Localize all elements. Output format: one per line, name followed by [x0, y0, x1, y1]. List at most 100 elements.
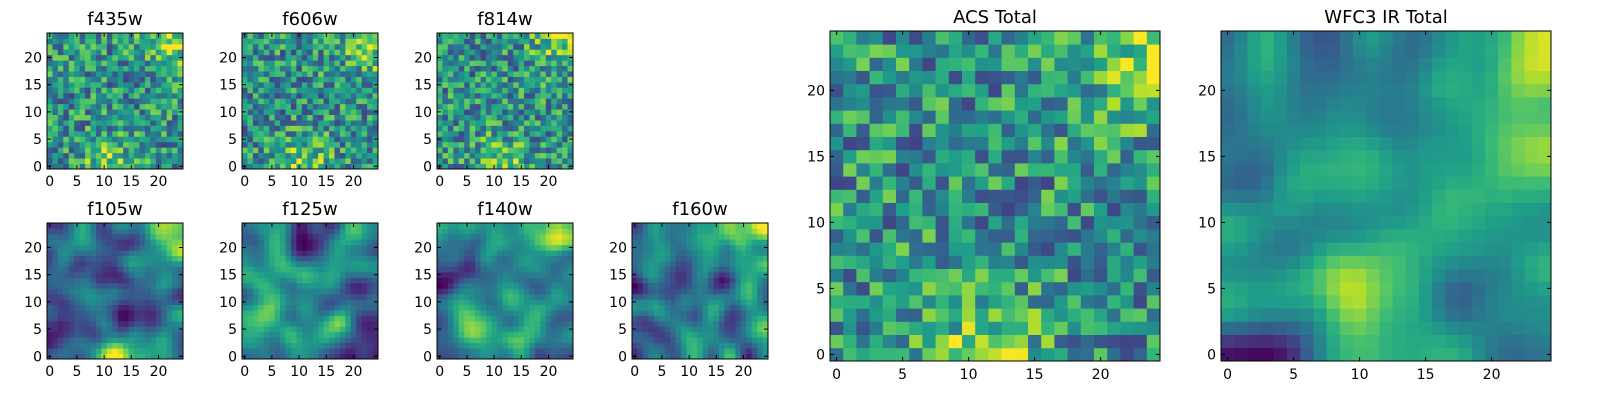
heatmap-cell	[529, 353, 536, 360]
heatmap-cell	[567, 87, 574, 94]
heatmap-cell	[367, 163, 373, 170]
heatmap-cell	[475, 141, 481, 148]
heatmap-cell	[334, 293, 341, 300]
heatmap-cell	[469, 130, 476, 137]
heatmap-cell	[567, 304, 574, 311]
heatmap-cell	[670, 326, 676, 333]
heatmap-cell	[95, 33, 102, 39]
heatmap-cell	[551, 43, 558, 50]
heatmap-cell	[524, 348, 530, 354]
heatmap-cell	[724, 326, 731, 333]
heatmap-cell	[702, 337, 709, 344]
heatmap-cell	[144, 141, 151, 148]
heatmap-cell	[166, 315, 173, 322]
heatmap-cell	[161, 250, 168, 257]
heatmap-cell	[453, 120, 460, 126]
y-tick-label: 10	[414, 295, 432, 311]
heatmap-cell	[161, 326, 168, 333]
heatmap-cell	[653, 293, 660, 300]
heatmap-cell	[480, 54, 487, 61]
heatmap-cell	[948, 308, 963, 322]
heatmap-cell	[101, 228, 108, 235]
heatmap-cell	[252, 244, 259, 251]
heatmap-cell	[724, 282, 731, 289]
heatmap-cell	[339, 271, 346, 278]
heatmap-cell	[529, 92, 536, 99]
heatmap-cell	[502, 109, 509, 115]
heatmap-cell	[670, 233, 676, 240]
heatmap-cell	[339, 38, 346, 45]
heatmap-cell	[830, 215, 844, 230]
heatmap-cell	[128, 342, 135, 349]
heatmap-cell	[562, 233, 568, 240]
heatmap-cell	[252, 103, 259, 110]
heatmap-cell	[372, 310, 379, 316]
heatmap-cell	[301, 120, 308, 126]
heatmap-cell	[529, 120, 536, 126]
heatmap-cell	[534, 103, 541, 110]
heatmap-cell	[464, 282, 471, 289]
heatmap-cell	[242, 233, 248, 240]
heatmap-cell	[724, 233, 731, 240]
heatmap-cell	[90, 331, 97, 338]
heatmap-cell	[301, 337, 308, 344]
heatmap-cell	[691, 315, 698, 322]
heatmap-cell	[507, 271, 514, 278]
heatmap-cell	[166, 261, 173, 267]
y-tick-label: 5	[228, 322, 237, 338]
heatmap-cell	[134, 147, 140, 154]
heatmap-cell	[502, 87, 509, 94]
heatmap-cell	[166, 271, 173, 278]
heatmap-cell	[757, 320, 763, 327]
heatmap-cell	[350, 60, 357, 67]
heatmap-cell	[686, 299, 693, 305]
heatmap-cell	[334, 33, 341, 39]
heatmap-cell	[1028, 255, 1042, 269]
heatmap-cell	[740, 299, 747, 305]
heatmap-cell	[513, 49, 519, 56]
heatmap-cell	[172, 109, 178, 115]
heatmap-cell	[323, 98, 330, 105]
x-tick-label: 20	[540, 174, 558, 190]
heatmap-cell	[134, 130, 140, 137]
heatmap-cell	[280, 38, 286, 45]
heatmap-cell	[975, 321, 989, 335]
heatmap-cell	[562, 60, 568, 67]
heatmap-cell	[762, 337, 769, 344]
heatmap-cell	[307, 76, 314, 83]
heatmap-cell	[551, 60, 558, 67]
heatmap-cell	[339, 33, 346, 39]
heatmap-cell	[74, 71, 81, 77]
heatmap-cell	[513, 320, 519, 327]
heatmap-cell	[442, 288, 449, 295]
heatmap-cell	[280, 141, 286, 148]
heatmap-cell	[263, 353, 270, 360]
heatmap-cell	[57, 136, 64, 143]
heatmap-cell	[680, 293, 687, 300]
heatmap-cell	[372, 65, 379, 72]
heatmap-cell	[318, 60, 324, 67]
heatmap-cell	[361, 38, 368, 45]
heatmap-cell	[139, 87, 146, 94]
heatmap-cell	[57, 271, 64, 278]
heatmap-cell	[485, 65, 492, 72]
heatmap-cell	[464, 277, 471, 284]
heatmap-cell	[356, 120, 363, 126]
heatmap-cell	[269, 315, 276, 322]
heatmap-cell	[144, 261, 151, 267]
heatmap-cell	[106, 239, 113, 246]
heatmap-cell	[869, 347, 884, 362]
heatmap-cell	[68, 141, 75, 148]
heatmap-cell	[47, 103, 53, 110]
heatmap-cell	[269, 103, 276, 110]
heatmap-cell	[307, 293, 314, 300]
heatmap-cell	[458, 266, 465, 273]
heatmap-cell	[469, 233, 476, 240]
heatmap-cell	[345, 288, 352, 295]
heatmap-cell	[301, 320, 308, 327]
heatmap-cell	[551, 125, 558, 132]
heatmap-cell	[252, 120, 259, 126]
heatmap-cell	[740, 348, 747, 354]
heatmap-cell	[502, 92, 509, 99]
heatmap-cell	[52, 43, 59, 50]
